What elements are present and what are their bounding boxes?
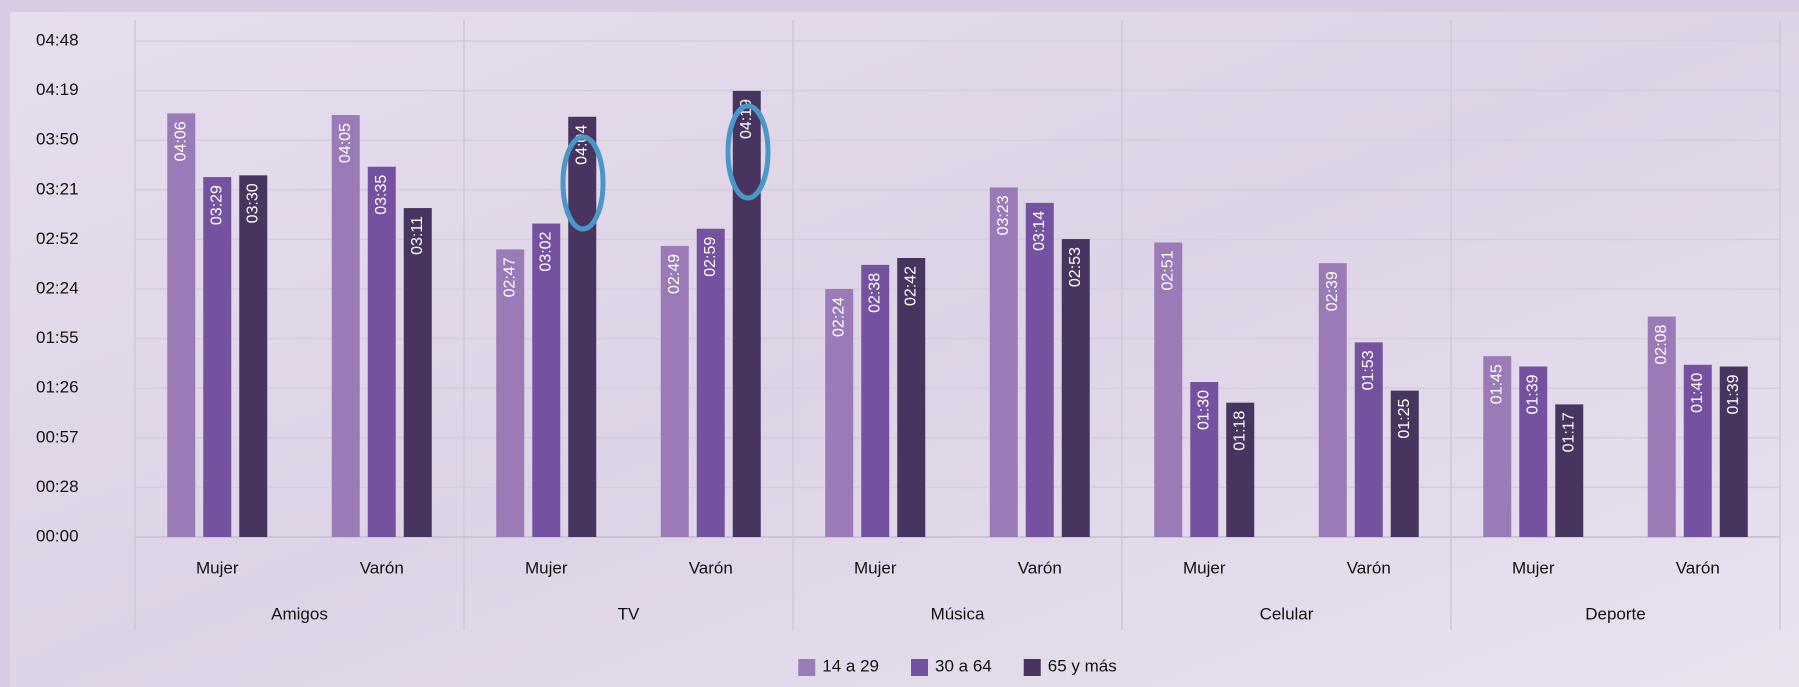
value-label: 03:14 xyxy=(1031,211,1048,251)
value-label: 02:42 xyxy=(902,266,919,306)
bar xyxy=(1061,239,1090,538)
bar xyxy=(1154,242,1183,537)
x-tick-label: Mujer xyxy=(1183,558,1226,577)
bar xyxy=(861,264,890,537)
y-tick-label: 04:48 xyxy=(36,30,79,49)
value-label: 03:29 xyxy=(208,185,225,225)
legend-label: 30 a 64 xyxy=(935,656,992,675)
highlight-circle xyxy=(725,103,771,201)
y-tick-label: 00:00 xyxy=(36,526,79,545)
value-label: 03:02 xyxy=(537,231,554,271)
bar xyxy=(1719,366,1748,537)
bar xyxy=(1483,356,1512,537)
value-label: 01:25 xyxy=(1396,399,1413,439)
group-label: Música xyxy=(931,604,985,623)
y-tick-label: 04:19 xyxy=(36,80,79,99)
bar xyxy=(203,177,232,538)
x-tick-label: Mujer xyxy=(1512,558,1555,577)
y-tick-label: 03:50 xyxy=(36,130,79,149)
bar xyxy=(1025,202,1054,537)
bar xyxy=(732,90,761,537)
value-label: 01:53 xyxy=(1360,350,1377,390)
group-label: Amigos xyxy=(271,604,328,623)
value-label: 02:38 xyxy=(866,273,883,313)
value-label: 03:23 xyxy=(995,195,1012,235)
value-label: 01:40 xyxy=(1689,373,1706,413)
x-tick-label: Mujer xyxy=(525,558,568,577)
y-tick-label: 02:52 xyxy=(36,229,79,248)
group-label: TV xyxy=(618,604,640,623)
value-label: 02:39 xyxy=(1324,271,1341,311)
legend-swatch xyxy=(1023,659,1041,676)
value-label: 02:08 xyxy=(1653,324,1670,364)
bar xyxy=(1647,316,1676,537)
value-label: 01:45 xyxy=(1488,364,1505,404)
legend-swatch xyxy=(911,659,929,676)
bar xyxy=(496,249,525,537)
y-tick-label: 00:28 xyxy=(36,477,79,496)
value-label: 04:05 xyxy=(337,123,354,163)
x-tick-label: Mujer xyxy=(196,558,239,577)
bar xyxy=(1318,263,1347,537)
value-label: 03:35 xyxy=(373,175,390,215)
value-label: 02:53 xyxy=(1067,247,1084,287)
bar xyxy=(1555,404,1584,537)
y-tick-label: 02:24 xyxy=(36,278,79,297)
bar xyxy=(367,166,396,537)
value-label: 02:51 xyxy=(1159,250,1176,290)
x-tick-label: Varón xyxy=(689,558,733,577)
legend-label: 65 y más xyxy=(1048,656,1117,675)
x-tick-label: Varón xyxy=(1018,558,1062,577)
x-tick-label: Varón xyxy=(1676,558,1720,577)
bar xyxy=(660,245,689,537)
value-label: 02:49 xyxy=(666,254,683,294)
value-label: 01:39 xyxy=(1524,374,1541,414)
bar xyxy=(331,115,360,538)
bar xyxy=(696,228,725,537)
bar xyxy=(167,113,196,537)
legend: 14 a 29 30 a 64 65 y más xyxy=(798,656,1117,676)
bar xyxy=(1354,342,1383,537)
legend-label: 14 a 29 xyxy=(822,656,879,675)
legend-swatch xyxy=(798,659,816,676)
bar xyxy=(1683,364,1712,537)
bar xyxy=(568,116,597,538)
value-label: 02:24 xyxy=(830,297,847,337)
value-label: 03:11 xyxy=(409,216,426,255)
value-label: 01:30 xyxy=(1195,390,1212,430)
y-tick-label: 01:26 xyxy=(36,378,79,397)
bar xyxy=(532,223,561,538)
bar xyxy=(403,208,432,538)
value-label: 02:59 xyxy=(702,237,719,277)
value-label: 01:39 xyxy=(1725,374,1742,414)
group-label: Deporte xyxy=(1585,604,1645,623)
bar xyxy=(1519,366,1548,537)
value-label: 01:17 xyxy=(1560,412,1577,452)
bar xyxy=(897,258,926,537)
bar xyxy=(1226,402,1255,537)
highlight-circle xyxy=(560,134,606,232)
y-tick-label: 00:57 xyxy=(36,427,79,446)
group-label: Celular xyxy=(1260,604,1314,623)
x-tick-label: Varón xyxy=(360,558,404,577)
value-label: 01:18 xyxy=(1231,411,1248,451)
value-label: 04:06 xyxy=(172,121,189,161)
value-label: 04:04 xyxy=(573,125,590,165)
x-tick-label: Varón xyxy=(1347,558,1391,577)
y-tick-label: 03:21 xyxy=(36,179,79,198)
y-tick-label: 01:55 xyxy=(36,328,79,347)
bar xyxy=(1190,382,1219,537)
bar xyxy=(989,187,1018,537)
bar xyxy=(1390,390,1419,537)
x-tick-label: Mujer xyxy=(854,558,897,577)
bar xyxy=(239,175,268,538)
value-label: 03:30 xyxy=(244,183,261,223)
bar xyxy=(825,289,854,537)
value-label: 02:47 xyxy=(501,257,518,297)
